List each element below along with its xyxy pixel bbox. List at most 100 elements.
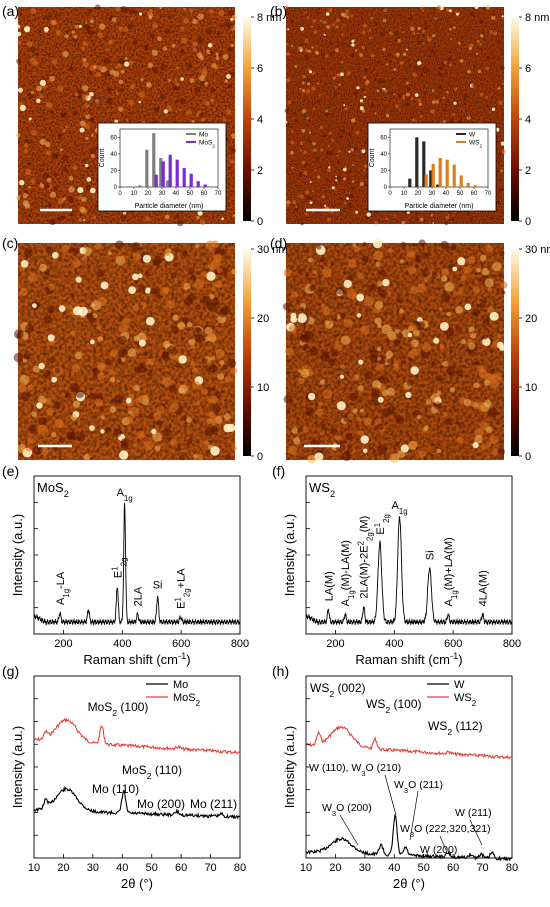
peak-annotation: WS2 (002) (310, 681, 366, 699)
colorbar-tick-label: 6 (257, 63, 263, 75)
colorbar-tick-label: 0 (257, 216, 263, 228)
histogram-bar (424, 174, 428, 187)
panel-label-f: (f) (272, 463, 285, 479)
x-tick-label: 70 (204, 862, 216, 874)
x-axis-label: 2θ (°) (121, 876, 153, 891)
histogram-bar (438, 158, 442, 187)
histogram-bar (182, 167, 186, 187)
colorbar-tick-label: 2 (257, 165, 263, 177)
y-axis-label: Intensity (a.u.) (10, 514, 25, 596)
x-tick-label: 800 (231, 638, 249, 650)
inset-xlabel: Particle diameter (nm) (405, 203, 474, 210)
sample-label: MoS2 (37, 480, 69, 499)
legend-label: Mo (199, 132, 208, 139)
histogram-bar (408, 178, 412, 187)
peak-label: E12g (110, 558, 128, 579)
ws2-or-mos2-trace (33, 717, 241, 755)
x-tick-label: 600 (172, 638, 190, 650)
colorbar-tick-label: 4 (257, 114, 263, 126)
histogram-bar (175, 159, 179, 187)
sample-label: WS2 (309, 480, 335, 499)
x-tick-label: 30 (87, 862, 99, 874)
peak-label: 4LA(M) (478, 570, 490, 606)
peak-annotation: MoS2 (100) (88, 700, 149, 718)
metal-trace (33, 785, 241, 820)
x-tick-label: 60 (471, 191, 478, 197)
afm-image-a (15, 4, 238, 227)
axes-frame (33, 475, 241, 635)
x-tick-label: 10 (28, 862, 40, 874)
peak-annotation: W3O (211) (394, 779, 443, 795)
x-axis-label: Raman shift (cm-1) (355, 651, 462, 667)
annotation-arrow (339, 814, 359, 846)
histogram-bar (436, 184, 440, 187)
peak-label: A1g(M)+LA(M) (443, 537, 459, 606)
colorbar-tick-label: 8 nm (257, 12, 281, 24)
peak-label: A1g (117, 487, 133, 503)
peak-annotation: Mo (211) (190, 797, 237, 811)
histogram-bar (145, 149, 149, 187)
y-tick-label: 60 (110, 135, 117, 141)
histogram-bar (166, 180, 170, 187)
x-tick-label: 30 (159, 191, 166, 197)
peak-label: 2LA (133, 586, 145, 606)
x-tick-label: 80 (506, 862, 518, 874)
legend-label: MoS2 (199, 140, 215, 149)
x-tick-label: 50 (418, 862, 430, 874)
peak-label: E12g+LA (173, 568, 191, 609)
x-tick-label: 20 (415, 191, 422, 197)
histogram-bar (452, 164, 456, 187)
colorbar-d (511, 249, 519, 456)
peak-label: 2LA(M)-2E22g(M) (356, 516, 374, 599)
colorbar-a (243, 17, 251, 221)
colorbar-b (511, 17, 519, 221)
histogram-inset-b: 0 10 20 30 40 50 60 70 0 20 40 60 Particle diameter … (367, 122, 497, 212)
colorbar-tick-label: 20 (525, 313, 537, 325)
x-tick-label: 60 (175, 862, 187, 874)
x-tick-label: 50 (146, 862, 158, 874)
x-tick-label: 40 (116, 862, 128, 874)
histogram-bar (152, 133, 156, 187)
peak-label: Si (153, 579, 163, 591)
afm-image-b (284, 5, 506, 226)
x-tick-label: 50 (457, 191, 464, 197)
annotation-arrow (439, 835, 447, 851)
histogram-bar (459, 175, 463, 187)
x-tick-label: 400 (113, 638, 131, 650)
x-tick-label: 40 (388, 862, 400, 874)
peak-annotation: Mo (110) (92, 782, 139, 796)
afm-image-d (282, 238, 508, 464)
y-axis-label: Intensity (a.u.) (282, 726, 297, 808)
y-axis-label: Intensity (a.u.) (282, 514, 297, 596)
y-tick-label: 20 (110, 168, 117, 174)
colorbar-tick-label: 30 nm (257, 244, 288, 256)
histogram-bar (473, 185, 477, 187)
y-tick-label: 40 (380, 152, 387, 158)
y-tick-label: 20 (380, 168, 387, 174)
histogram-bar (422, 141, 426, 187)
histogram-bar (431, 163, 435, 187)
panel-label-d: (d) (270, 235, 287, 251)
x-tick-label: 10 (401, 191, 408, 197)
x-axis-label: Raman shift (cm-1) (83, 651, 190, 667)
peak-annotation: WS2 (100) (366, 697, 422, 715)
afm-image-c (13, 240, 238, 461)
inset-ylabel: Count (99, 149, 106, 168)
y-tick-label: 60 (380, 135, 387, 141)
x-tick-label: 400 (385, 638, 403, 650)
histogram-bar (159, 158, 163, 187)
colorbar-tick-label: 0 (525, 216, 531, 228)
panel-label-g: (g) (2, 663, 19, 679)
x-tick-label: 70 (215, 191, 222, 197)
peak-annotation: W (200) (420, 844, 457, 856)
legend-label: W (469, 132, 476, 139)
peak-annotation: WS2 (112) (428, 719, 483, 737)
panel-label-b: (b) (270, 3, 287, 19)
x-tick-label: 30 (429, 191, 436, 197)
raman-chart-e: 200 400 600 800 Raman shift (cm-1) Intensity … (10, 475, 249, 667)
x-tick-label: 10 (131, 191, 138, 197)
colorbar-tick-label: 0 (525, 451, 531, 463)
peak-annotation: MoS2 (110) (122, 763, 182, 781)
x-tick-label: 30 (359, 862, 371, 874)
